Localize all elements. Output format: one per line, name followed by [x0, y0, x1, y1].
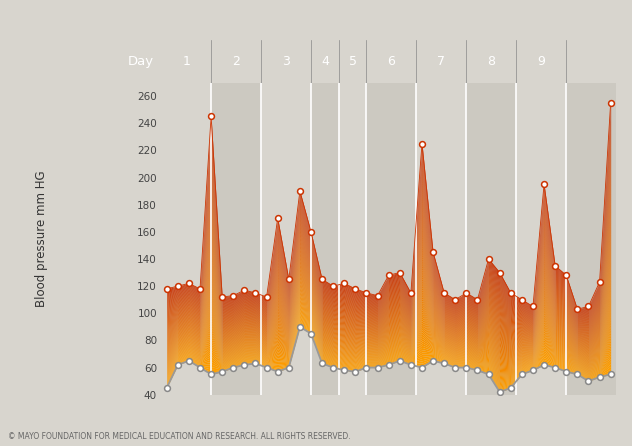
Text: 4: 4	[321, 55, 329, 68]
Bar	[339, 83, 367, 395]
Bar	[566, 83, 616, 395]
Text: Day: Day	[128, 55, 154, 68]
Bar	[367, 83, 416, 395]
Bar	[161, 83, 211, 395]
Text: 7: 7	[437, 55, 446, 68]
Text: 3: 3	[282, 55, 290, 68]
Bar	[466, 83, 516, 395]
Text: 9: 9	[537, 55, 545, 68]
Bar	[416, 83, 466, 395]
Text: 5: 5	[349, 55, 356, 68]
Text: 8: 8	[487, 55, 495, 68]
Text: 1: 1	[182, 55, 190, 68]
Bar	[261, 83, 311, 395]
Text: 2: 2	[232, 55, 240, 68]
Bar	[516, 83, 566, 395]
Text: 6: 6	[387, 55, 396, 68]
Bar	[311, 83, 339, 395]
Text: © MAYO FOUNDATION FOR MEDICAL EDUCATION AND RESEARCH. ALL RIGHTS RESERVED.: © MAYO FOUNDATION FOR MEDICAL EDUCATION …	[8, 432, 350, 441]
Bar	[211, 83, 261, 395]
Text: Blood pressure mm HG: Blood pressure mm HG	[35, 170, 47, 307]
